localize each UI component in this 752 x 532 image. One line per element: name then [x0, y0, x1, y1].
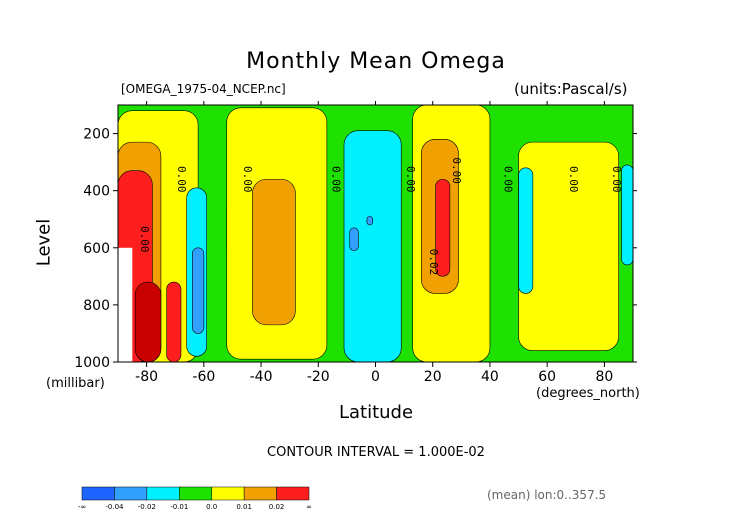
x-tick-label-4: 0	[371, 369, 380, 385]
colorbar-swatch-1	[114, 486, 148, 501]
chart-title: Monthly Mean Omega	[246, 49, 506, 74]
colorbar-label-2: -0.02	[137, 503, 156, 511]
x-tick-label-5: 20	[424, 369, 442, 385]
region-cyan-north-50	[518, 167, 534, 294]
y-tick-label-0: 200	[83, 127, 110, 143]
colorbar-swatch-5	[243, 486, 277, 501]
colorbar-swatch-6	[276, 486, 310, 501]
colorbar-label-4: 0.0	[206, 503, 218, 511]
contour-label-0: 0.00	[138, 226, 151, 253]
contour-label-7: 0.00	[567, 166, 580, 193]
x-tick-label-7: 60	[538, 369, 556, 385]
y-axis-unit: (millibar)	[46, 376, 105, 391]
units-label: (units:Pascal/s)	[514, 80, 628, 98]
contour-label-2: 0.00	[241, 166, 254, 193]
x-tick-label-3: -20	[307, 369, 330, 385]
region-blue-south-60	[192, 247, 205, 334]
x-tick-label-8: 80	[595, 369, 613, 385]
contour-fill-group	[118, 105, 633, 362]
colorbar-label-1: -0.04	[105, 503, 124, 511]
y-tick-label-4: 1000	[74, 355, 110, 371]
region-red-north-subtropics	[435, 178, 451, 277]
mean-annotation: (mean) lon:0..357.5	[487, 488, 607, 502]
colorbar-swatch-4	[211, 486, 245, 501]
region-white-missing	[118, 247, 133, 362]
colorbar-label-7: ∞	[306, 503, 312, 511]
x-tick-label-0: -80	[135, 369, 158, 385]
x-axis-label: Latitude	[338, 402, 414, 423]
region-blue-tropics-b	[366, 216, 373, 226]
contour-label-9: 0.02	[427, 249, 440, 276]
colorbar-swatch-3	[179, 486, 212, 501]
contour-label-1: 0.00	[175, 166, 188, 193]
region-red-south-60	[166, 281, 182, 362]
y-tick-label-3: 800	[83, 298, 110, 314]
contour-label-3: 0.00	[330, 166, 343, 193]
colorbar-label-5: 0.01	[236, 503, 252, 511]
x-tick-label-2: -40	[250, 369, 273, 385]
contour-label-4: 0.00	[404, 166, 417, 193]
region-dark-red-south-pole	[134, 281, 162, 362]
region-cyan-tropics	[343, 130, 402, 362]
contour-label-8: 0.00	[610, 166, 623, 193]
file-label: [OMEGA_1975-04_NCEP.nc]	[121, 82, 286, 96]
region-blue-tropics-a	[349, 227, 359, 251]
colorbar-label-0: -∞	[77, 503, 87, 511]
colorbar-swatch-0	[81, 486, 115, 501]
y-tick-label-1: 400	[83, 184, 110, 200]
x-tick-label-1: -60	[192, 369, 215, 385]
contour-interval-label: CONTOUR INTERVAL = 1.000E-02	[267, 445, 485, 460]
x-axis-unit: (degrees_north)	[536, 386, 640, 401]
colorbar-swatch-2	[146, 486, 180, 501]
colorbar-label-6: 0.02	[268, 503, 285, 511]
x-tick-label-6: 40	[481, 369, 499, 385]
colorbar-label-3: -0.01	[170, 503, 189, 511]
y-tick-label-2: 600	[83, 241, 110, 257]
region-orange-south-midlat	[252, 178, 296, 326]
contour-label-5: 0.00	[450, 157, 463, 184]
contour-label-6: 0.00	[501, 166, 514, 193]
